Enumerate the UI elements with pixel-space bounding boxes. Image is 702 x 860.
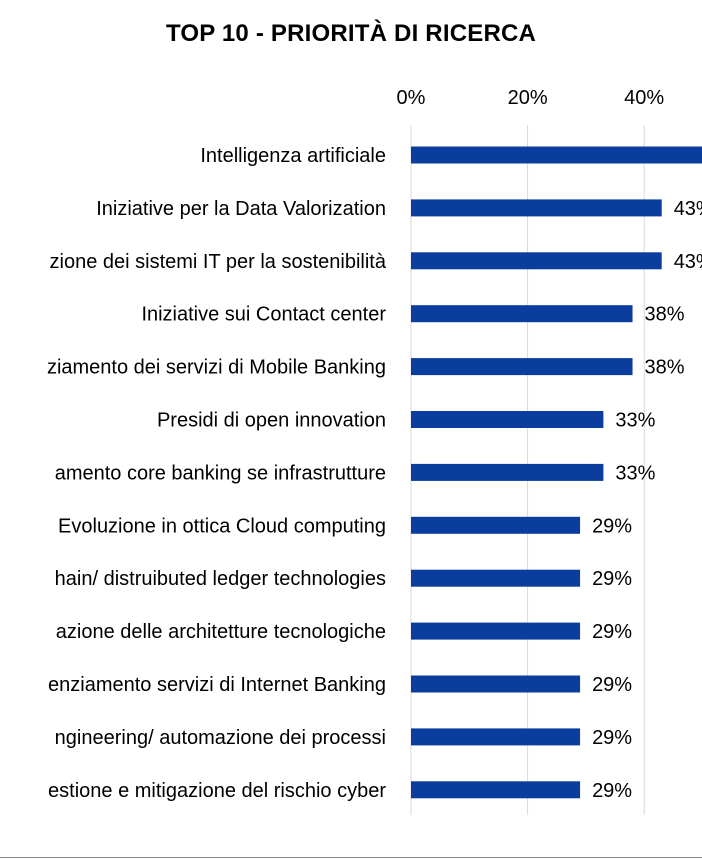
- category-label: enziamento servizi di Internet Banking: [48, 674, 386, 696]
- data-label: 38%: [645, 357, 685, 379]
- data-label: 33%: [615, 410, 655, 432]
- chart-title: TOP 10 - PRIORITÀ DI RICERCA: [165, 20, 537, 47]
- category-label: Iniziative sui Contact center: [141, 304, 386, 326]
- data-label: 33%: [615, 462, 655, 484]
- bar: [411, 781, 581, 799]
- x-tick-label: 40%: [624, 87, 664, 109]
- bar: [411, 728, 581, 746]
- category-label: ngineering/ automazione dei processi: [55, 727, 386, 749]
- data-label: 29%: [592, 674, 632, 696]
- category-label: Intelligenza artificiale: [200, 145, 386, 167]
- bar: [411, 305, 633, 323]
- category-label: Iniziative per la Data Valorization: [96, 198, 386, 220]
- data-label: 29%: [592, 780, 632, 802]
- category-label: ziamento dei servizi di Mobile Banking: [47, 357, 386, 379]
- category-label: amento core banking se infrastrutture: [55, 462, 386, 484]
- category-label: hain/ distruibuted ledger technologies: [55, 568, 386, 590]
- data-label: 38%: [645, 304, 685, 326]
- bar: [411, 516, 581, 534]
- bar: [411, 675, 581, 693]
- data-label: 29%: [592, 515, 632, 537]
- category-label: Presidi di open innovation: [157, 410, 386, 432]
- data-label: 29%: [592, 568, 632, 590]
- data-label: 43%: [674, 198, 702, 220]
- bar: [411, 411, 604, 428]
- bar: [411, 622, 581, 640]
- data-label: 29%: [592, 621, 632, 643]
- category-label: zione dei sistemi IT per la sostenibilit…: [50, 251, 387, 273]
- x-tick-label: 0%: [397, 87, 426, 109]
- bottom-border: [0, 857, 702, 858]
- bar: [411, 463, 604, 481]
- bar: [411, 199, 662, 217]
- category-label: azione delle architetture tecnologiche: [56, 621, 386, 643]
- bar: [411, 358, 633, 376]
- data-label: 43%: [674, 251, 702, 273]
- bar: [411, 146, 702, 164]
- data-label: 29%: [592, 727, 632, 749]
- category-label: estione e mitigazione del rischio cyber: [48, 780, 386, 802]
- bar: [411, 252, 662, 270]
- category-label: Evoluzione in ottica Cloud computing: [58, 515, 386, 537]
- bar: [411, 569, 581, 587]
- x-tick-label: 20%: [508, 87, 548, 109]
